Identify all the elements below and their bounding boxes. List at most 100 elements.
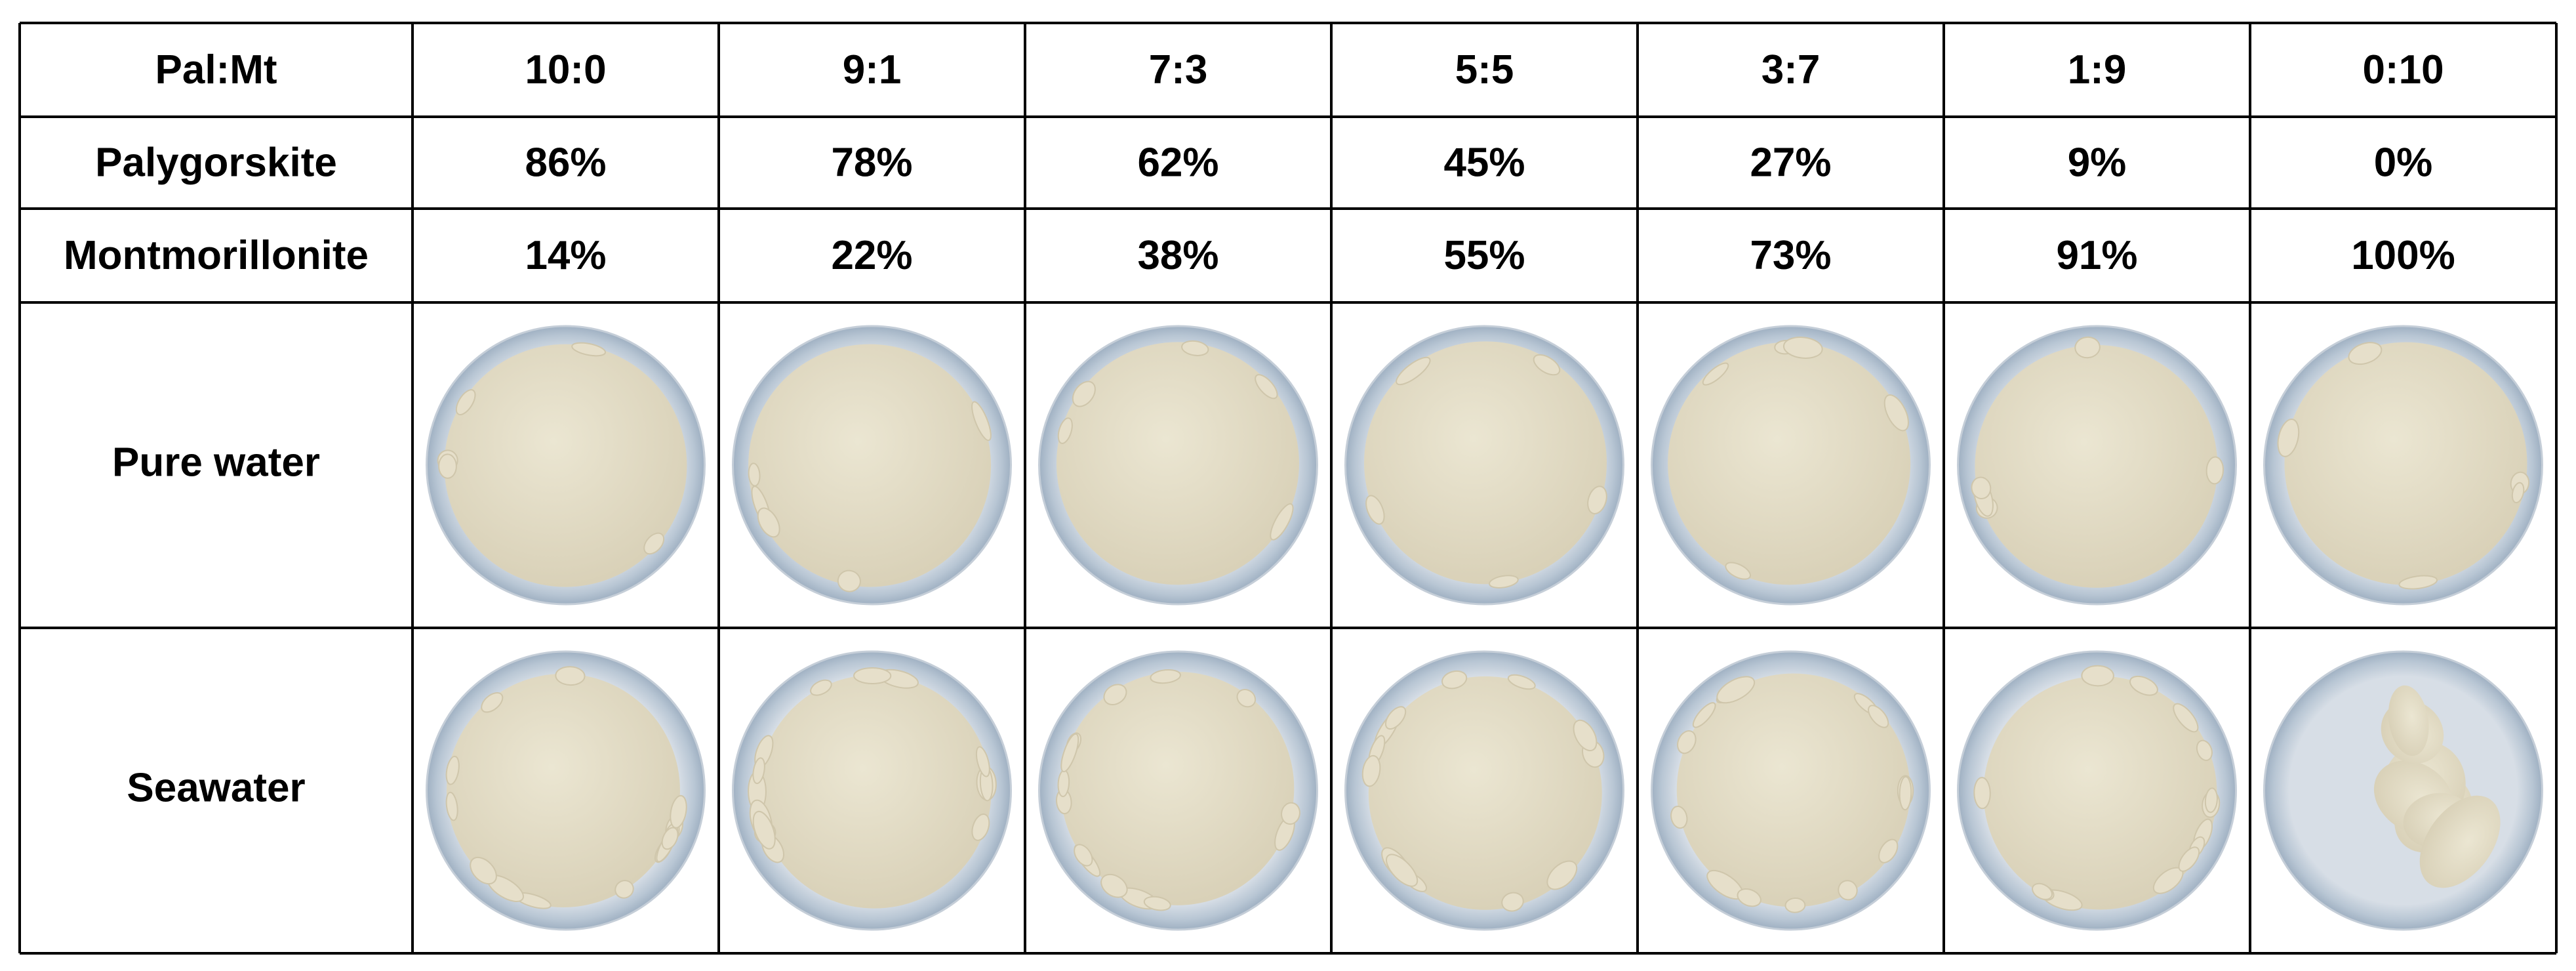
dish-photo	[426, 650, 706, 931]
clay-curl	[1489, 575, 1519, 589]
row-label: Montmorillonite	[64, 233, 369, 278]
clay-curl	[2074, 336, 2101, 359]
clay-curl	[2348, 342, 2383, 365]
clay-curl	[1784, 898, 1806, 913]
clay-film	[1676, 673, 1910, 907]
header-cell: Pal:Mt	[155, 47, 277, 93]
dish-photo	[1344, 325, 1624, 606]
clay-film	[444, 344, 687, 587]
clay-curl	[1973, 777, 1991, 810]
row-label: Palygorskite	[95, 140, 337, 185]
clay-curl	[1365, 495, 1385, 525]
clay-curl	[445, 791, 458, 821]
clay-curl	[1838, 880, 1858, 901]
clay-curl	[1899, 775, 1912, 811]
composition-cell: 14%	[525, 233, 606, 278]
clay-curl	[2204, 787, 2218, 814]
clay-curl	[2129, 675, 2158, 696]
clay-curl	[455, 389, 476, 416]
clay-film	[1983, 676, 2217, 910]
composition-cell: 78%	[831, 140, 912, 185]
clay-curl	[1587, 486, 1607, 514]
clay-curl	[1971, 476, 1992, 499]
clay-curl	[837, 569, 861, 592]
dish-photo	[1038, 325, 1318, 606]
composition-cell: 86%	[525, 140, 606, 185]
clay-curl	[1396, 356, 1431, 386]
dish-photo	[1957, 650, 2237, 931]
clay-curl	[481, 692, 504, 713]
clay-film	[1975, 344, 2218, 588]
clay-curl	[1143, 896, 1171, 911]
clay-curl	[1868, 705, 1889, 728]
clay-curl	[975, 746, 990, 777]
clay-film	[1668, 342, 1911, 585]
header-cell: 0:10	[2362, 47, 2444, 93]
dish-photo	[1957, 325, 2237, 606]
clay-film	[1056, 342, 1299, 585]
dish-photo	[1038, 650, 1318, 931]
composition-cell: 73%	[1750, 233, 1831, 278]
clay-curl	[1507, 674, 1536, 690]
clay-film	[1060, 671, 1295, 905]
composition-cell: 91%	[2056, 233, 2137, 278]
dish-photo	[2263, 650, 2543, 931]
composition-cell: 9%	[2068, 140, 2127, 185]
composition-cell: 22%	[831, 233, 912, 278]
clay-curl	[971, 813, 990, 841]
clay-curl	[853, 667, 892, 685]
clay-curl	[1103, 684, 1127, 706]
clay-film	[748, 344, 992, 587]
header-cell: 9:1	[843, 47, 902, 93]
clay-curl	[1281, 802, 1300, 825]
clay-curl	[1072, 381, 1096, 407]
clay-curl	[614, 880, 634, 899]
clay-curl	[1725, 562, 1751, 580]
clay-curl	[1060, 733, 1079, 773]
clay-curl	[1670, 806, 1688, 829]
clay-curl	[752, 810, 776, 850]
clay-curl	[1692, 702, 1716, 728]
clay-film	[757, 674, 992, 909]
clay-curl	[1074, 844, 1093, 867]
clay-curl	[1573, 719, 1598, 752]
dish-photo	[426, 325, 706, 606]
clay-curl	[445, 755, 460, 785]
header-cell: 7:3	[1149, 47, 1208, 93]
clay-curl	[643, 532, 665, 555]
clay-fragment	[2419, 795, 2501, 888]
clay-curl	[438, 453, 457, 479]
dish-photo	[732, 325, 1012, 606]
clay-curl	[1677, 730, 1697, 754]
clay-curl	[1386, 854, 1419, 887]
clay-curl	[1361, 754, 1381, 787]
clay-curl	[1270, 503, 1294, 541]
clay-curl	[1441, 670, 1468, 690]
clay-curl	[1883, 394, 1909, 432]
composition-cell: 100%	[2351, 233, 2455, 278]
clay-curl	[1100, 873, 1128, 898]
clay-curl	[2205, 456, 2224, 485]
clay-curl	[2277, 419, 2300, 457]
clay-curl	[1501, 892, 1524, 912]
composition-cell: 0%	[2374, 140, 2433, 185]
clay-curl	[2398, 575, 2438, 590]
clay-curl	[1716, 676, 1756, 704]
clay-fragment	[2388, 685, 2429, 756]
dish-photo	[2263, 325, 2543, 606]
clay-curl	[752, 757, 765, 785]
clay-curl	[971, 401, 992, 442]
row-label: Seawater	[127, 765, 305, 810]
clay-curl	[1702, 362, 1729, 386]
clay-film	[1368, 676, 1602, 910]
clay-curl	[1057, 417, 1073, 444]
clay-curl	[470, 856, 497, 885]
clay-film	[1364, 341, 1607, 585]
clay-curl	[555, 666, 586, 686]
composition-cell: 55%	[1443, 233, 1525, 278]
clay-curl	[2032, 882, 2053, 900]
clay-curl	[2081, 665, 2114, 687]
clay-curl	[1255, 374, 1278, 400]
